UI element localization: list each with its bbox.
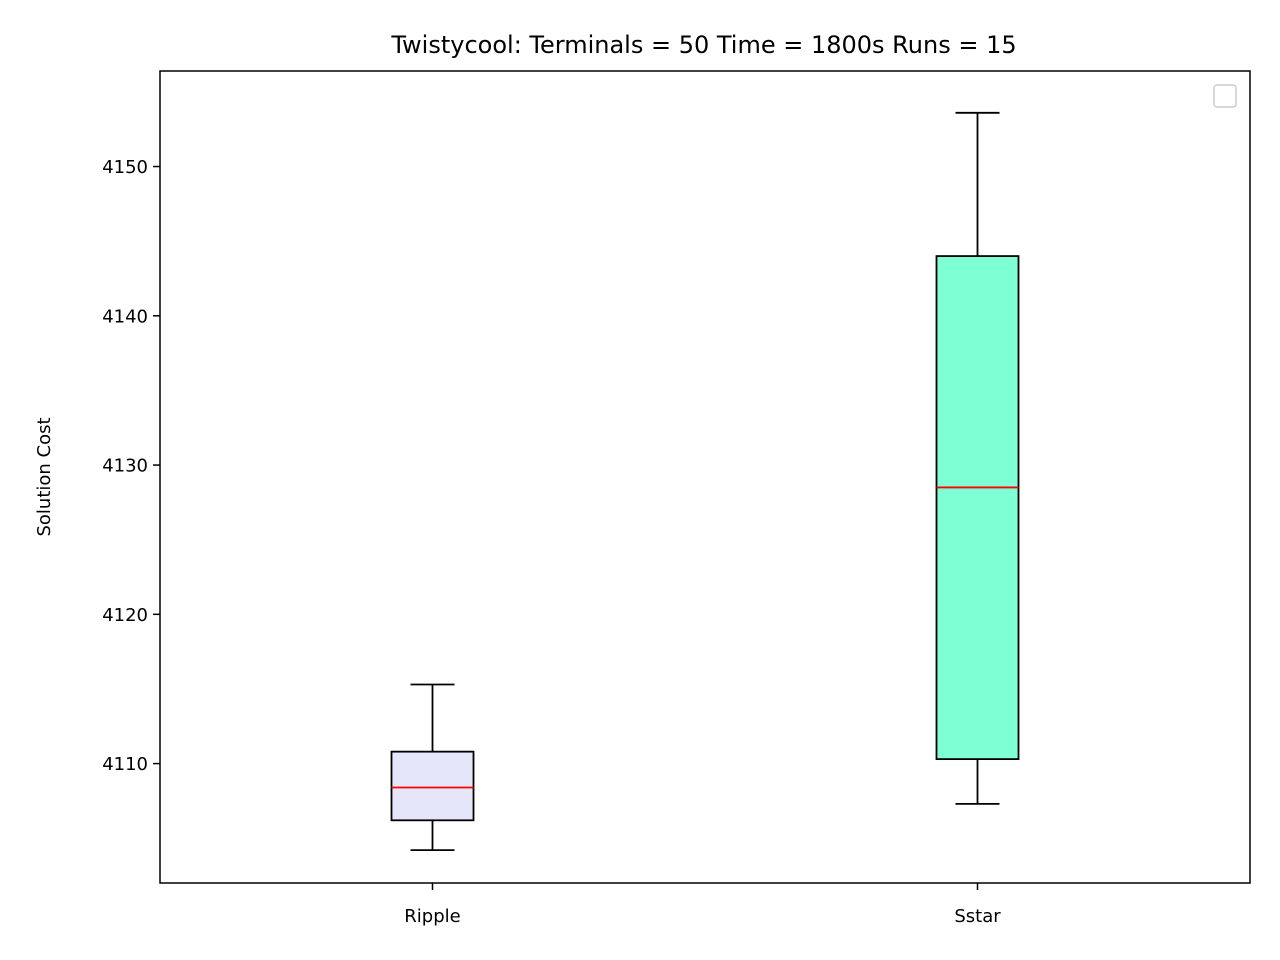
y-tick-label: 4130 bbox=[102, 456, 148, 477]
x-tick-label: Ripple bbox=[404, 906, 460, 927]
y-tick-label: 4120 bbox=[102, 605, 148, 626]
chart-title: Twistycool: Terminals = 50 Time = 1800s … bbox=[390, 31, 1016, 59]
box-sstar bbox=[935, 255, 1020, 761]
y-tick-label: 4140 bbox=[102, 306, 148, 327]
y-tick-label: 4110 bbox=[102, 754, 148, 775]
legend-box bbox=[1213, 84, 1237, 108]
y-tick-label: 4150 bbox=[102, 157, 148, 178]
x-tick-label: Sstar bbox=[954, 906, 1001, 927]
y-axis-label: Solution Cost bbox=[34, 417, 55, 536]
plot-frame bbox=[159, 70, 1251, 884]
box-ripple bbox=[390, 750, 475, 822]
plot-area: 4110 4120 4130 4140 4150 Ripple Sstar bbox=[102, 111, 1020, 927]
